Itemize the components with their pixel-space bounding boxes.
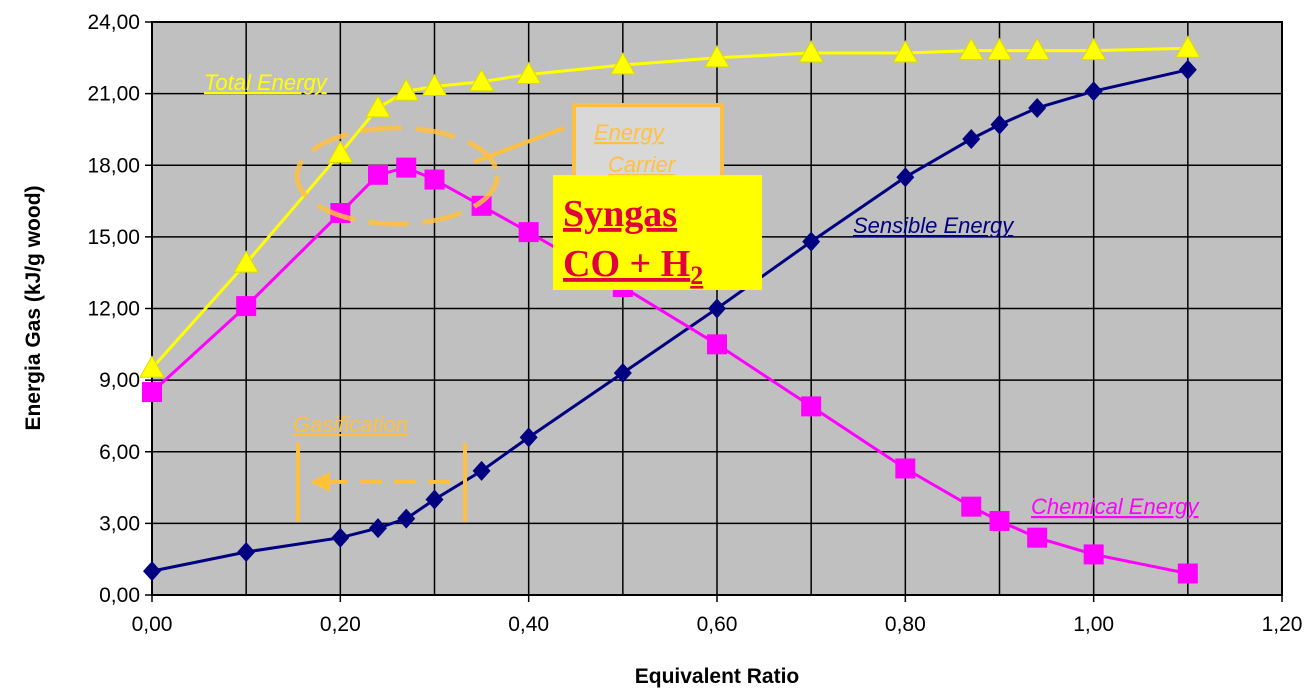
data-point-sensible-energy xyxy=(613,362,632,383)
energy-carrier-label-2: Carrier xyxy=(608,152,677,177)
data-point-total-energy xyxy=(986,37,1013,61)
data-point-sensible-energy xyxy=(896,167,915,188)
data-point-total-energy xyxy=(1174,35,1201,58)
data-point-chemical-energy xyxy=(236,296,257,317)
data-point-total-energy xyxy=(327,140,354,163)
data-point-sensible-energy xyxy=(143,561,161,582)
x-tick-label: 0,20 xyxy=(320,613,361,636)
data-point-sensible-energy xyxy=(472,460,491,481)
plot-border xyxy=(151,21,1283,596)
data-point-total-energy xyxy=(468,68,495,92)
y-tick-label: 15,00 xyxy=(87,226,140,249)
data-point-chemical-energy xyxy=(518,222,539,243)
x-tick-label: 1,20 xyxy=(1262,613,1303,636)
x-tick-label: 0,60 xyxy=(697,613,738,636)
series-chemical-energy xyxy=(142,157,1198,584)
y-tick-label: 24,00 xyxy=(87,11,140,34)
data-point-chemical-energy xyxy=(989,510,1010,531)
data-point-total-energy xyxy=(139,355,165,378)
total-energy-label: Total Energy xyxy=(204,70,329,95)
y-tick-label: 18,00 xyxy=(87,154,140,177)
data-point-sensible-energy xyxy=(369,518,387,539)
data-point-total-energy xyxy=(393,78,420,101)
y-tick-label: 6,00 xyxy=(99,441,140,464)
series-sensible-energy xyxy=(143,59,1197,582)
data-point-chemical-energy xyxy=(961,496,982,517)
data-point-total-energy xyxy=(798,40,825,63)
data-point-total-energy xyxy=(1024,37,1051,61)
data-point-total-energy xyxy=(421,73,448,96)
peak-highlight-ellipse xyxy=(294,125,500,227)
syngas-formula: CO + H2 xyxy=(563,243,703,290)
x-tick-label: 0,80 xyxy=(885,613,926,636)
data-point-sensible-energy xyxy=(1028,97,1047,118)
y-tick-label: 21,00 xyxy=(87,83,140,106)
y-tick-labels: 0,00 3,00 6,00 9,00 12,00 15,00 18,00 21,00 24,0… xyxy=(87,11,140,607)
syngas-label: Syngas xyxy=(563,193,677,235)
x-tick-labels: 0,00 0,20 0,40 0,60 0,80 1,00 1,20 xyxy=(132,613,1303,636)
syngas-formula-subscript: 2 xyxy=(690,261,703,290)
syngas-formula-main: CO + H xyxy=(563,243,690,285)
data-point-total-energy xyxy=(609,51,636,75)
series-total-energy xyxy=(139,35,1201,378)
data-point-total-energy xyxy=(233,250,260,273)
data-point-sensible-energy xyxy=(397,508,416,529)
data-point-chemical-energy xyxy=(1177,563,1198,584)
x-tick-label: 0,40 xyxy=(508,613,549,636)
y-tick-label: 0,00 xyxy=(99,584,140,607)
x-axis-title: Equivalent Ratio xyxy=(635,665,800,688)
data-point-sensible-energy xyxy=(1084,81,1103,102)
syngas-box xyxy=(553,175,762,290)
series-layer xyxy=(139,35,1201,584)
data-point-chemical-energy xyxy=(1027,527,1048,548)
data-point-chemical-energy xyxy=(801,396,822,417)
data-point-chemical-energy xyxy=(1083,544,1104,565)
y-tick-label: 12,00 xyxy=(87,298,140,321)
data-point-chemical-energy xyxy=(396,157,417,178)
data-point-chemical-energy xyxy=(895,458,916,479)
y-axis-title: Energia Gas (kJ/g wood) xyxy=(22,185,45,430)
data-point-sensible-energy xyxy=(519,427,538,448)
data-point-total-energy xyxy=(892,40,919,63)
y-tick-label: 9,00 xyxy=(99,369,140,392)
data-point-chemical-energy xyxy=(142,382,162,403)
gasification-label: Gasification xyxy=(293,412,408,437)
data-point-total-energy xyxy=(515,61,542,85)
data-point-total-energy xyxy=(704,44,730,68)
chemical-energy-label: Chemical Energy xyxy=(1031,494,1201,519)
data-point-sensible-energy xyxy=(425,489,444,510)
gasification-arrowhead xyxy=(310,472,330,492)
sensible-energy-label: Sensible Energy xyxy=(853,213,1015,238)
data-point-sensible-energy xyxy=(1178,59,1197,80)
data-point-sensible-energy xyxy=(237,542,256,563)
data-point-chemical-energy xyxy=(707,334,727,355)
data-point-total-energy xyxy=(958,37,985,61)
data-point-total-energy xyxy=(1080,37,1107,61)
data-point-sensible-energy xyxy=(708,298,726,319)
x-tick-label: 0,00 xyxy=(132,613,173,636)
data-point-total-energy xyxy=(365,94,391,118)
data-point-chemical-energy xyxy=(424,169,445,190)
data-point-sensible-energy xyxy=(962,128,981,149)
data-point-chemical-energy xyxy=(368,164,388,185)
x-tick-label: 1,00 xyxy=(1073,613,1114,636)
data-point-sensible-energy xyxy=(331,527,350,548)
y-tick-label: 3,00 xyxy=(99,512,140,535)
energy-carrier-label-1: Energy xyxy=(594,120,666,145)
data-point-sensible-energy xyxy=(802,231,821,252)
data-point-sensible-energy xyxy=(990,114,1009,135)
